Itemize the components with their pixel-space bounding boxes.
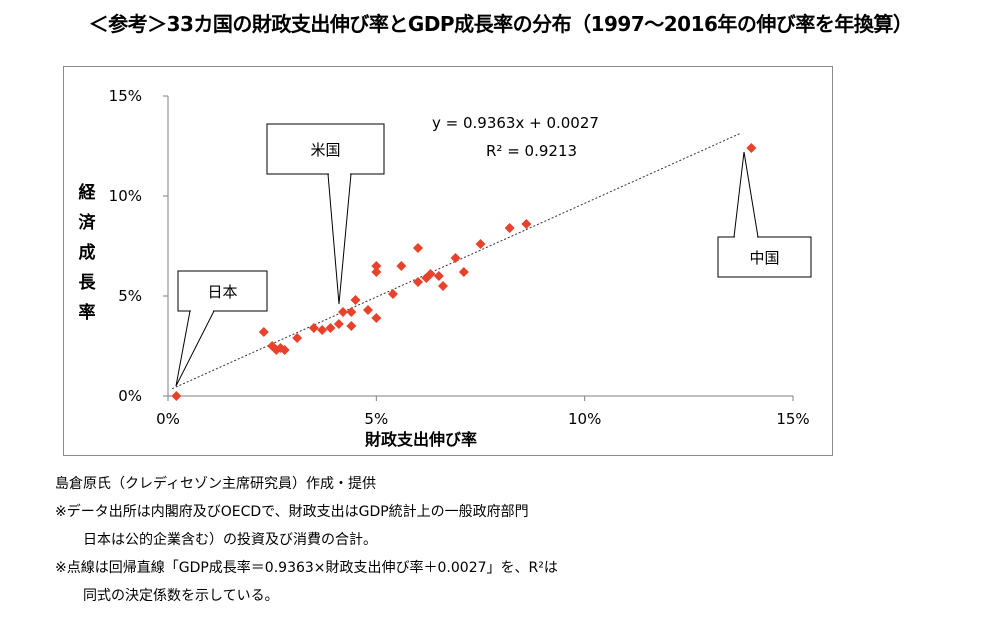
note-line-regression: ※点線は回帰直線「GDP成長率＝0.9363×財政支出伸び率＋0.0027」を、… xyxy=(55,560,558,576)
data-point xyxy=(521,219,532,229)
y-tick-label: 5% xyxy=(118,287,142,305)
japan-callout-label: 日本 xyxy=(207,283,237,301)
data-point xyxy=(371,313,382,323)
note-line-source-author: 島倉原氏（クレディセゾン主席研究員）作成・提供 xyxy=(55,476,377,492)
trendline-equation: y = 0.9363x + 0.0027 xyxy=(432,114,599,132)
data-point xyxy=(746,143,757,153)
data-point xyxy=(350,295,361,305)
data-point xyxy=(292,333,303,343)
data-point xyxy=(346,307,357,317)
page-title: ＜参考＞33カ国の財政支出伸び率とGDP成長率の分布（1997〜2016年の伸び… xyxy=(88,12,913,36)
usa-callout-box xyxy=(266,123,385,175)
note-line-data-source-cont: 日本は公的企業含む）の投資及び消費の合計。 xyxy=(83,532,377,548)
data-point xyxy=(308,323,319,333)
data-point xyxy=(363,305,373,315)
data-point xyxy=(413,243,423,253)
x-tick-label: 5% xyxy=(364,410,388,428)
x-tick-label: 0% xyxy=(156,410,180,428)
japan-callout-pointer xyxy=(175,310,215,387)
data-point xyxy=(388,289,398,299)
data-point xyxy=(346,321,357,331)
usa-callout-pointer xyxy=(327,173,352,305)
y-axis-label-char: 成 xyxy=(78,243,96,263)
data-point xyxy=(458,267,469,277)
data-point xyxy=(171,391,182,401)
note-line-regression-cont: 同式の決定係数を示している。 xyxy=(83,588,279,604)
note-line-data-source: ※データ出所は内閣府及びOECDで、財政支出はGDP統計上の一般政府部門 xyxy=(55,504,529,520)
x-tick-label: 10% xyxy=(568,410,601,428)
y-tick-label: 10% xyxy=(109,187,142,205)
data-point xyxy=(325,323,336,333)
usa-callout-label: 米国 xyxy=(310,141,340,159)
data-point xyxy=(338,307,348,317)
y-axis-label-char: 済 xyxy=(78,213,96,233)
y-axis-label-char: 長 xyxy=(78,273,96,293)
chart-frame xyxy=(63,66,833,456)
y-axis-label-char: 率 xyxy=(78,303,96,323)
data-point xyxy=(438,281,448,291)
x-tick-label: 15% xyxy=(776,410,809,428)
data-point xyxy=(258,327,269,337)
data-point xyxy=(279,345,290,355)
y-tick-label: 0% xyxy=(118,387,142,405)
data-point xyxy=(433,271,444,281)
data-point xyxy=(371,267,382,277)
y-axis-label-char: 経 xyxy=(78,183,96,203)
data-point xyxy=(413,277,423,287)
footnotes: 島倉原氏（クレディセゾン主席研究員）作成・提供 ※データ出所は内閣府及びOECD… xyxy=(55,470,558,610)
data-point xyxy=(475,239,486,249)
china-callout-label: 中国 xyxy=(749,249,779,267)
data-point xyxy=(371,261,382,271)
data-point xyxy=(396,261,407,271)
y-tick-label: 15% xyxy=(109,87,142,105)
china-callout-pointer xyxy=(733,151,759,238)
r-squared-label: R² = 0.9213 xyxy=(486,142,577,160)
data-point xyxy=(504,223,515,233)
japan-callout-box xyxy=(177,270,268,312)
y-axis-label: 経済成長率 xyxy=(74,178,100,328)
china-callout-box xyxy=(717,236,812,278)
data-point xyxy=(450,253,461,263)
data-point xyxy=(425,269,436,279)
x-axis-label: 財政支出伸び率 xyxy=(365,430,478,449)
data-point xyxy=(333,319,344,329)
data-point xyxy=(317,325,328,335)
